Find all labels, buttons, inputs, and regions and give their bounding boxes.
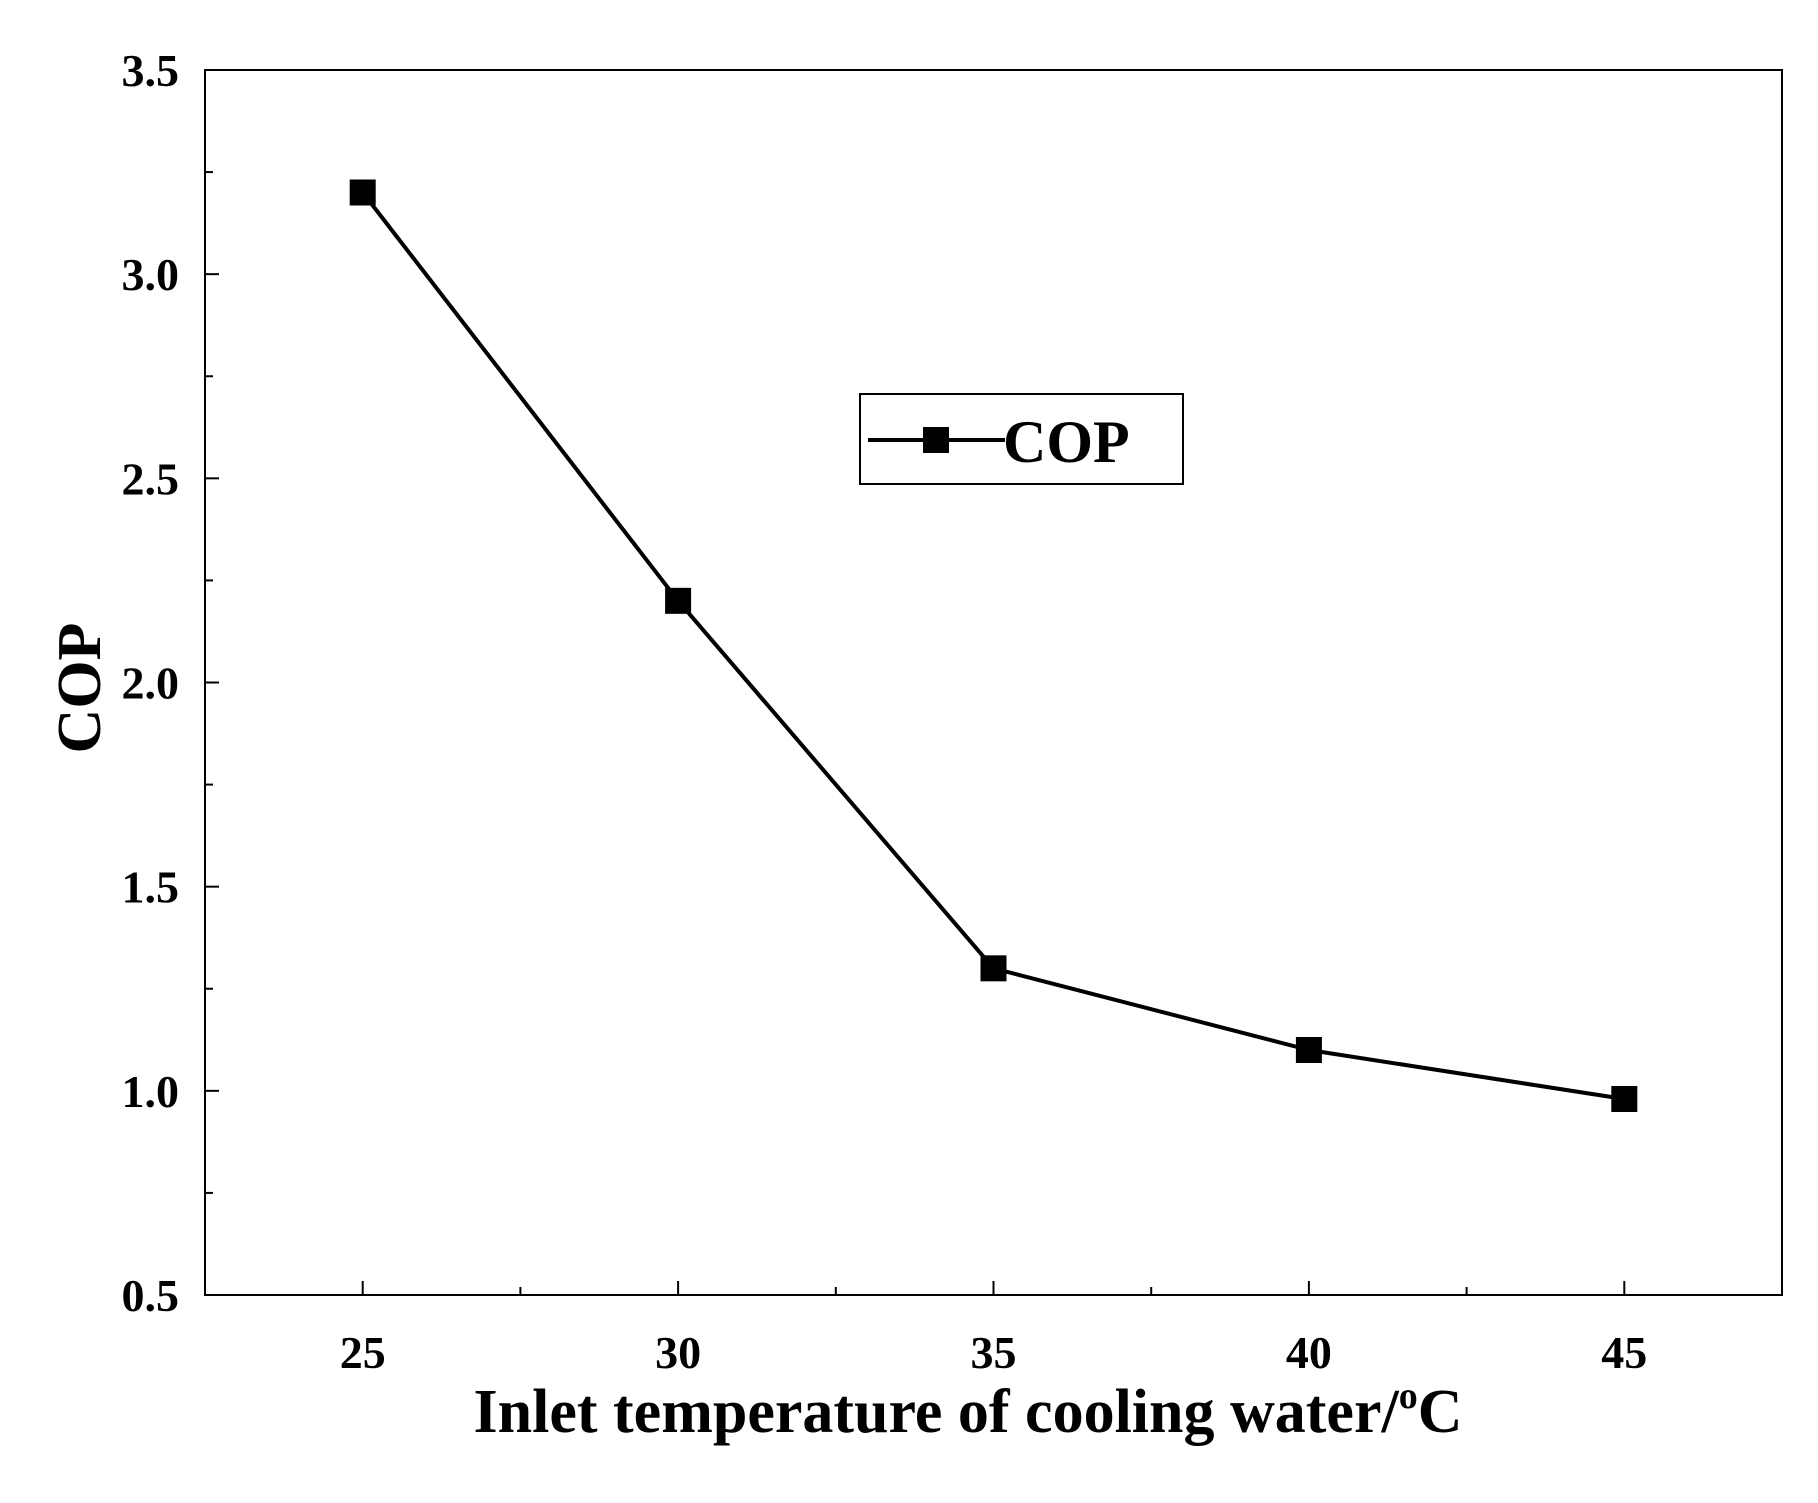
y-tick-label: 1.0 [122, 1066, 180, 1117]
x-tick-label: 25 [340, 1327, 386, 1378]
data-point-marker [349, 179, 376, 206]
x-tick-label: 35 [971, 1327, 1017, 1378]
y-tick-label: 2.0 [122, 658, 180, 709]
data-point-marker [1295, 1037, 1322, 1063]
y-tick-label: 1.5 [122, 862, 180, 913]
y-tick-label: 0.5 [122, 1270, 180, 1321]
x-axis-title-text: Inlet temperature of cooling water/ [474, 1378, 1400, 1446]
data-point-marker [665, 587, 692, 614]
series-layer [349, 179, 1638, 1112]
data-point-marker [980, 955, 1007, 982]
x-axis-title-unit: C [1418, 1378, 1463, 1446]
x-tick-label: 30 [655, 1327, 701, 1378]
x-tick-label: 45 [1601, 1327, 1647, 1378]
y-axis-title: COP [46, 623, 114, 754]
data-point-marker [1611, 1086, 1638, 1112]
legend-marker-square [923, 427, 949, 453]
y-tick-label: 3.5 [122, 45, 180, 96]
legend: COP [859, 393, 1184, 485]
y-tick-label: 3.0 [122, 249, 180, 300]
x-axis-title-degree-superscript: o [1399, 1375, 1418, 1417]
x-axis-title: Inlet temperature of cooling water/oC [474, 1375, 1463, 1446]
legend-entry-cop: COP [1003, 409, 1130, 475]
x-axis-ticks: 25 30 35 40 45 [340, 1281, 1647, 1378]
y-axis-ticks: 0.5 1.0 1.5 2.0 2.5 3.0 3.5 [122, 45, 219, 1321]
y-tick-label: 2.5 [122, 453, 180, 504]
x-tick-label: 40 [1286, 1327, 1332, 1378]
